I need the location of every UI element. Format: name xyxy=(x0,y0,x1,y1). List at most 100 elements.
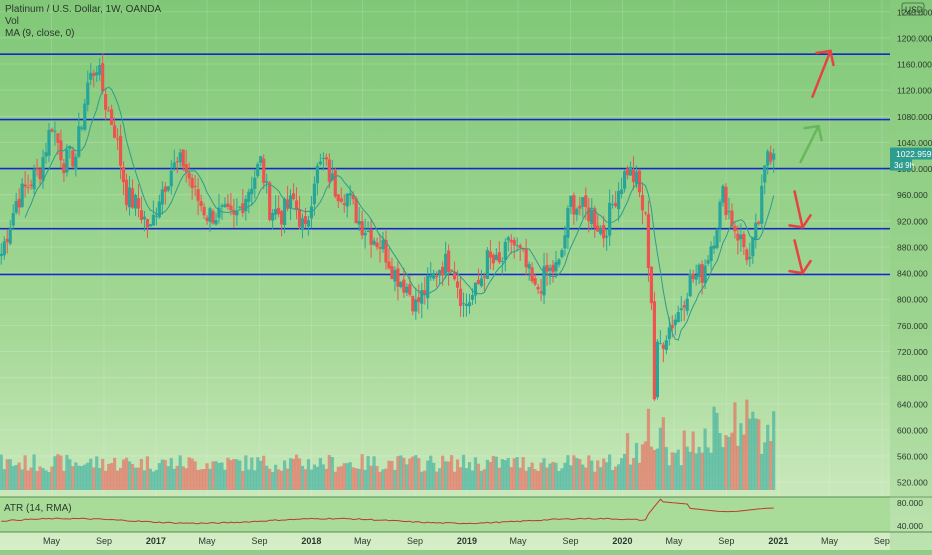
candle-body xyxy=(250,188,254,195)
volume-bar xyxy=(202,469,206,490)
candle-body xyxy=(742,234,746,248)
candle-body xyxy=(17,198,21,208)
candle-body xyxy=(524,249,528,268)
price-axis[interactable]: 520.000 560.000 600.000 640.000 680.000 720.0… xyxy=(890,0,932,550)
volume-bar xyxy=(232,459,236,490)
volume-bar xyxy=(378,471,382,490)
volume-bar xyxy=(634,442,639,490)
volume-bar xyxy=(47,471,51,490)
candle-body xyxy=(488,251,492,258)
candle-body xyxy=(187,172,191,179)
atr-legend[interactable]: ATR (14, RMA) xyxy=(4,503,72,514)
volume-bar xyxy=(402,457,406,490)
candle-body xyxy=(324,157,328,160)
candle-body xyxy=(315,165,320,184)
candle-body xyxy=(8,228,12,244)
candle-body xyxy=(271,212,275,221)
candle-body xyxy=(596,225,600,232)
time-axis[interactable]: May Sep 2017 May Sep 2018 May Sep 2019 May Sep 2020… xyxy=(0,531,932,546)
candle-body xyxy=(56,133,60,143)
candle-body xyxy=(86,82,90,105)
volume-bar xyxy=(649,446,654,490)
candle-body xyxy=(118,135,123,166)
volume-bar xyxy=(596,460,600,490)
time-tick-label: Sep xyxy=(562,536,578,546)
candle-body xyxy=(658,343,662,345)
legend-symbol[interactable]: Platinum / U.S. Dollar, 1W, OANDA xyxy=(5,4,162,15)
current-price-label: 1022.959 xyxy=(896,149,932,159)
candle-body xyxy=(342,203,346,205)
candle-body xyxy=(381,239,385,250)
candle-body xyxy=(491,254,495,264)
candle-body xyxy=(452,272,457,280)
volume-bar xyxy=(614,466,618,490)
time-tick-label: Sep xyxy=(96,536,112,546)
volume-bar xyxy=(739,423,743,490)
candle-body xyxy=(47,129,51,156)
volume-bar xyxy=(115,470,120,490)
volume-bar xyxy=(605,462,609,490)
candle-body xyxy=(142,216,147,220)
candle-body xyxy=(393,270,397,282)
volume-bar xyxy=(184,468,188,490)
candle-body xyxy=(238,206,242,208)
volume-bar xyxy=(199,469,203,490)
volume-bar xyxy=(124,457,129,490)
volume-bar xyxy=(20,469,24,490)
candle-body xyxy=(482,276,487,278)
candle-body xyxy=(157,201,161,218)
candle-body xyxy=(438,270,442,275)
volume-bar xyxy=(387,460,391,490)
volume-bar xyxy=(5,459,9,490)
candle-body xyxy=(694,275,698,280)
volume-bar xyxy=(461,454,466,490)
price-tick-label: 1240.000 xyxy=(897,7,932,17)
candle-body xyxy=(214,219,218,225)
candle-body xyxy=(113,125,117,138)
volume-bar xyxy=(590,460,594,490)
volume-bar xyxy=(664,447,668,490)
candle-body xyxy=(396,268,400,287)
candle-body xyxy=(375,242,379,248)
volume-bar xyxy=(193,461,197,490)
candle-body xyxy=(727,211,731,213)
candle-body xyxy=(584,195,588,208)
volume-bar xyxy=(214,461,218,490)
time-tick-label: May xyxy=(354,536,372,546)
volume-bar xyxy=(724,435,728,490)
legend-volume[interactable]: Vol xyxy=(5,16,19,27)
candle-body xyxy=(578,205,582,209)
candle-body xyxy=(202,206,206,216)
volume-bar xyxy=(92,467,96,490)
candle-body xyxy=(643,212,648,214)
time-tick-label: May xyxy=(510,536,528,546)
volume-bar xyxy=(646,408,651,490)
volume-bar xyxy=(345,463,349,490)
arrow-head xyxy=(788,259,812,275)
volume-bar xyxy=(142,470,147,490)
volume-bar xyxy=(602,458,606,490)
volume-bar xyxy=(488,461,492,490)
volume-bar xyxy=(509,467,513,490)
candle-body xyxy=(655,341,659,398)
candle-body xyxy=(536,287,540,290)
legend-ma[interactable]: MA (9, close, 0) xyxy=(5,28,75,39)
volume-bars xyxy=(0,399,776,490)
candle-body xyxy=(115,138,120,140)
volume-bar xyxy=(545,467,549,490)
candle-body xyxy=(739,234,743,240)
candle-body xyxy=(11,213,15,226)
candle-body xyxy=(751,237,755,257)
candle-body xyxy=(387,261,391,269)
volume-bar xyxy=(277,469,281,490)
candle-body xyxy=(581,197,585,207)
candle-body xyxy=(697,264,701,278)
volume-bar xyxy=(399,455,403,490)
candle-body xyxy=(154,215,158,217)
volume-bar xyxy=(336,466,340,490)
candle-body xyxy=(521,248,525,250)
volume-bar xyxy=(181,466,185,490)
volume-bar xyxy=(291,458,296,490)
candle-body xyxy=(476,279,481,284)
